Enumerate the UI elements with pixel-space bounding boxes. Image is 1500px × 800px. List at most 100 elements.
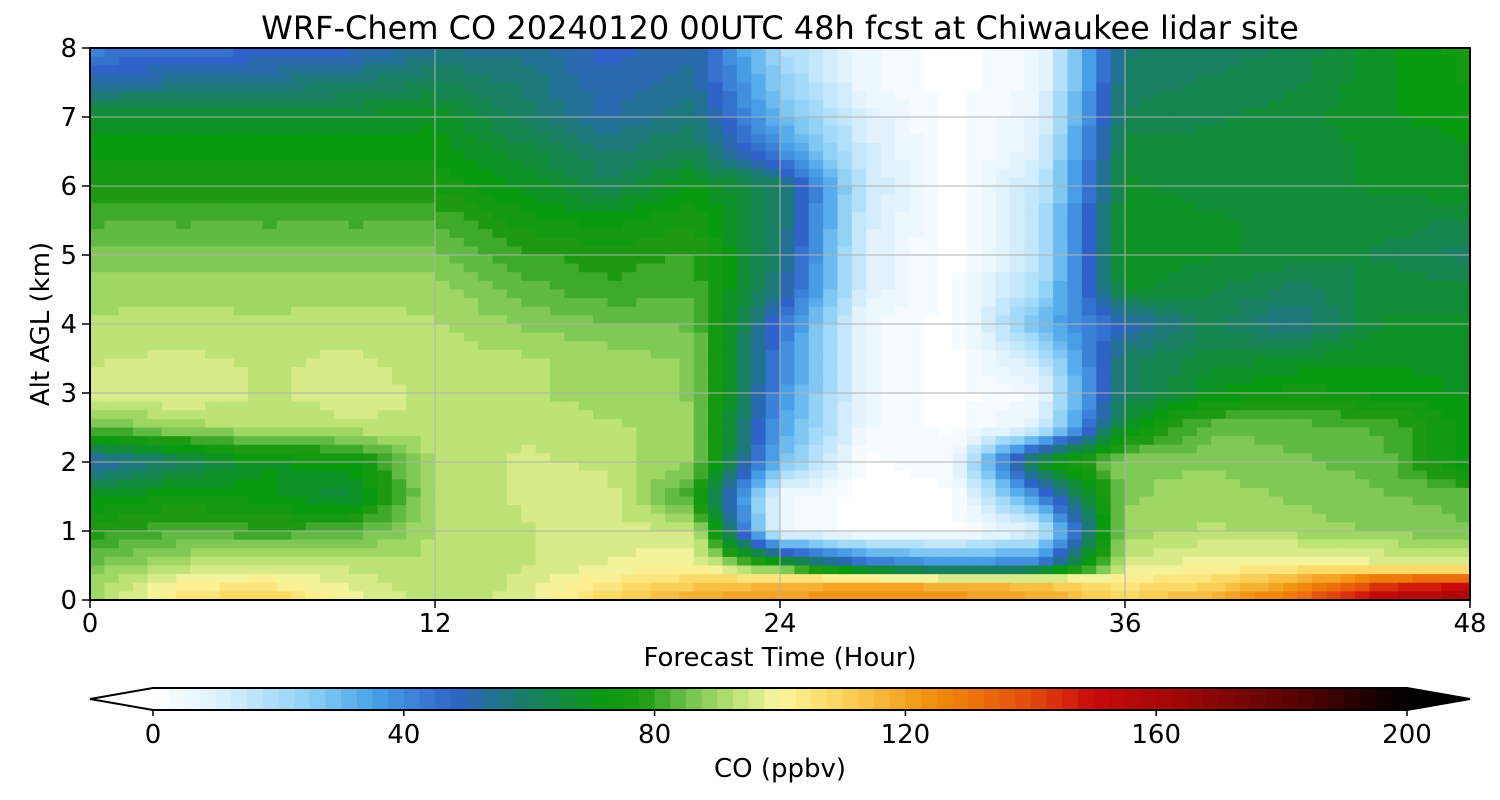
heatmap-cell — [1254, 255, 1270, 265]
heatmap-cell — [636, 186, 652, 196]
heatmap-cell — [521, 151, 537, 161]
heatmap-cell — [1196, 203, 1212, 213]
heatmap-cell — [1426, 82, 1442, 92]
heatmap-cell — [1441, 462, 1457, 472]
heatmap-cell — [1398, 375, 1414, 385]
heatmap-cell — [291, 211, 307, 222]
heatmap-cell — [1125, 186, 1140, 196]
heatmap-cell — [1053, 315, 1069, 325]
heatmap-cell — [736, 315, 752, 325]
heatmap-cell — [1110, 237, 1126, 247]
heatmap-cell — [1311, 280, 1327, 291]
heatmap-cell — [233, 384, 249, 394]
heatmap-cell — [535, 56, 551, 66]
heatmap-cell — [621, 160, 637, 170]
heatmap-cell — [435, 65, 450, 75]
heatmap-cell — [1153, 237, 1169, 247]
heatmap-cell — [564, 194, 580, 204]
heatmap-cell — [1369, 160, 1385, 170]
heatmap-cell — [435, 375, 450, 385]
heatmap-cell — [1383, 349, 1399, 360]
heatmap-cell — [808, 82, 824, 92]
heatmap-cell — [420, 82, 436, 92]
heatmap-cell — [305, 48, 321, 58]
heatmap-cell — [1326, 168, 1342, 178]
heatmap-cell — [248, 151, 264, 161]
heatmap-cell — [895, 203, 910, 213]
heatmap-cell — [923, 82, 939, 92]
heatmap-cell — [449, 151, 465, 161]
heatmap-cell — [607, 73, 623, 84]
heatmap-cell — [506, 99, 522, 109]
heatmap-cell — [1254, 332, 1270, 342]
heatmap-cell — [1096, 393, 1112, 403]
heatmap-cell — [1311, 65, 1327, 75]
heatmap-cell — [305, 410, 321, 420]
heatmap-cell — [435, 462, 450, 472]
heatmap-cell — [406, 418, 422, 429]
heatmap-cell — [219, 220, 235, 230]
heatmap-cell — [1268, 48, 1284, 58]
heatmap-cell — [1369, 410, 1385, 420]
heatmap-cell — [1096, 444, 1112, 454]
heatmap-cell — [679, 367, 695, 377]
heatmap-cell — [104, 134, 120, 144]
heatmap-cell — [981, 462, 997, 472]
heatmap-cell — [348, 410, 364, 420]
heatmap-cell — [521, 349, 537, 360]
heatmap-cell — [420, 65, 436, 75]
heatmap-cell — [1326, 358, 1342, 368]
heatmap-cell — [837, 108, 853, 118]
heatmap-cell — [1340, 142, 1356, 153]
heatmap-cell — [1110, 117, 1126, 127]
heatmap-cell — [535, 332, 551, 342]
heatmap-cell — [104, 211, 120, 222]
heatmap-cell — [334, 99, 350, 109]
heatmap-cell — [190, 341, 206, 351]
heatmap-cell — [190, 427, 206, 437]
heatmap-cell — [1369, 444, 1385, 454]
heatmap-cell — [348, 65, 364, 75]
heatmap-cell — [837, 462, 853, 472]
heatmap-cell — [909, 349, 925, 360]
heatmap-cell — [880, 117, 896, 127]
heatmap-cell — [1369, 48, 1385, 58]
heatmap-cell — [981, 444, 997, 454]
heatmap-cell — [1297, 384, 1313, 394]
heatmap-cell — [765, 280, 781, 291]
heatmap-cell — [305, 237, 321, 247]
heatmap-cell — [1024, 393, 1040, 403]
heatmap-cell — [506, 117, 522, 127]
heatmap-cell — [736, 487, 752, 498]
heatmap-cell — [1311, 255, 1327, 265]
heatmap-cell — [248, 160, 264, 170]
heatmap-cell — [1311, 384, 1327, 394]
heatmap-cell — [1398, 48, 1414, 58]
heatmap-cell — [219, 410, 235, 420]
heatmap-cell — [751, 211, 767, 222]
heatmap-cell — [176, 375, 192, 385]
heatmap-cell — [995, 142, 1011, 153]
heatmap-cell — [636, 418, 652, 429]
heatmap-cell — [995, 298, 1011, 308]
heatmap-cell — [665, 194, 680, 204]
heatmap-cell — [823, 99, 839, 109]
heatmap-cell — [823, 125, 839, 135]
heatmap-cell — [291, 160, 307, 170]
heatmap-cell — [1340, 220, 1356, 230]
heatmap-cell — [823, 367, 839, 377]
heatmap-cell — [118, 246, 134, 256]
heatmap-cell — [636, 375, 652, 385]
heatmap-cell — [535, 168, 551, 178]
heatmap-cell — [1268, 56, 1284, 66]
heatmap-cell — [1311, 220, 1327, 230]
heatmap-cell — [1110, 349, 1126, 360]
heatmap-cell — [1355, 246, 1370, 256]
heatmap-cell — [621, 91, 637, 101]
heatmap-cell — [621, 375, 637, 385]
heatmap-cell — [391, 194, 407, 204]
heatmap-cell — [435, 341, 450, 351]
heatmap-cell — [1455, 134, 1471, 144]
heatmap-cell — [693, 151, 709, 161]
heatmap-cell — [1110, 168, 1126, 178]
